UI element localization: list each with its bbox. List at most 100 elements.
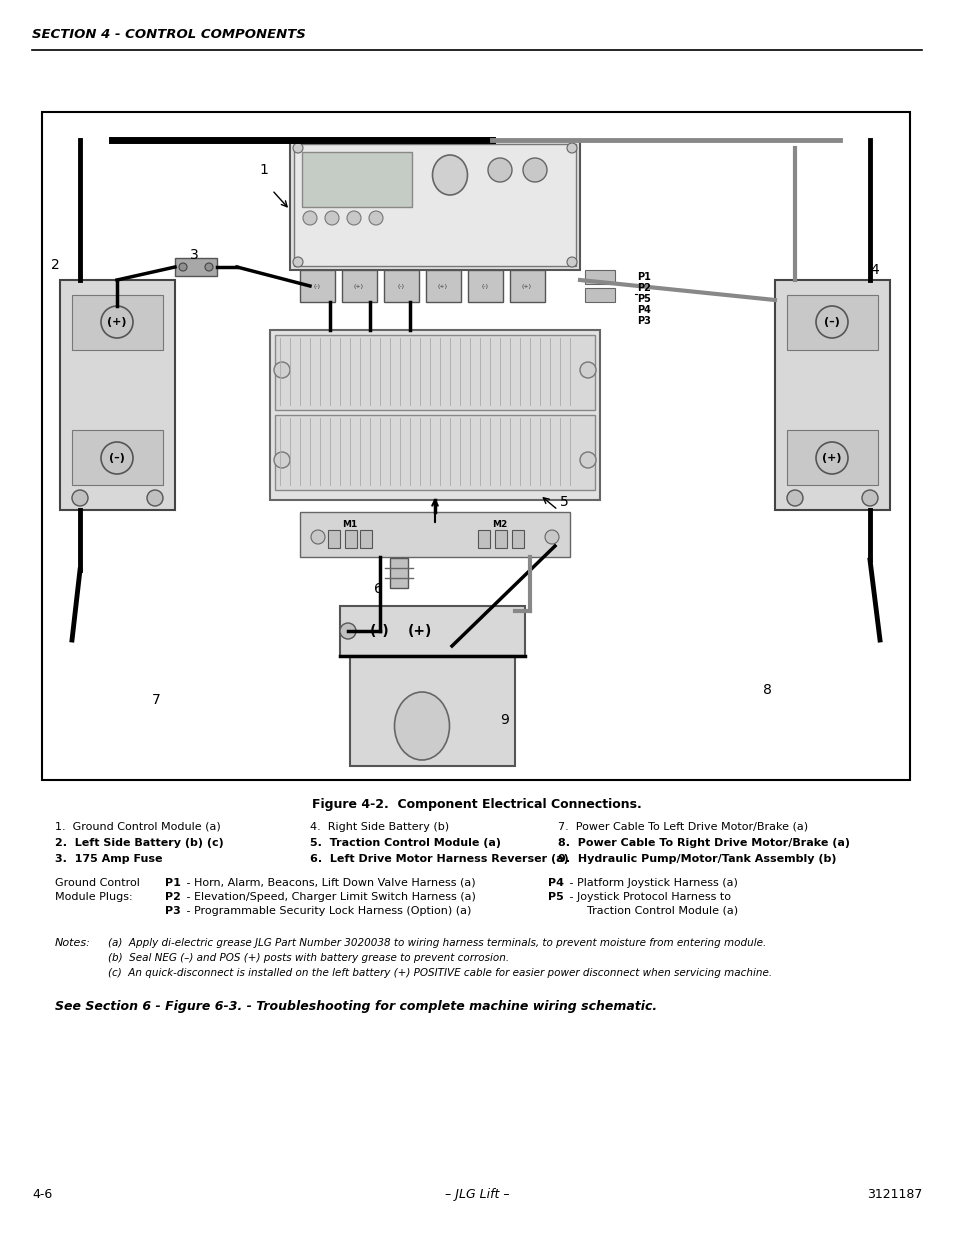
Text: (-): (-) — [314, 284, 320, 289]
Text: P3: P3 — [165, 906, 180, 916]
Text: Module Plugs:: Module Plugs: — [55, 892, 132, 902]
Circle shape — [101, 306, 132, 338]
Text: P5: P5 — [547, 892, 563, 902]
Text: Traction Control Module (a): Traction Control Module (a) — [565, 906, 738, 916]
Bar — [345, 530, 356, 548]
Bar — [774, 280, 889, 510]
Text: (+): (+) — [521, 284, 532, 289]
Text: (a)  Apply di-electric grease JLG Part Number 3020038 to wiring harness terminal: (a) Apply di-electric grease JLG Part Nu… — [108, 939, 765, 948]
Circle shape — [293, 257, 303, 267]
Circle shape — [815, 442, 847, 474]
Text: – JLG Lift –: – JLG Lift – — [444, 1188, 509, 1200]
Bar — [426, 270, 460, 303]
Bar — [584, 288, 615, 303]
Bar — [299, 513, 569, 557]
Circle shape — [488, 158, 512, 182]
Bar — [786, 430, 877, 485]
Text: P2: P2 — [637, 283, 650, 293]
Text: 8: 8 — [762, 683, 771, 697]
Bar — [270, 330, 599, 500]
Bar — [341, 270, 376, 303]
Text: 3.  175 Amp Fuse: 3. 175 Amp Fuse — [55, 853, 162, 864]
Bar — [328, 530, 339, 548]
Text: 7: 7 — [152, 693, 161, 706]
Text: See Section 6 - Figure 6-3. - Troubleshooting for complete machine wiring schema: See Section 6 - Figure 6-3. - Troublesho… — [55, 1000, 657, 1013]
Circle shape — [101, 442, 132, 474]
Bar — [339, 606, 524, 656]
Bar — [71, 295, 163, 350]
Text: 1.  Ground Control Module (a): 1. Ground Control Module (a) — [55, 823, 220, 832]
Text: 7.  Power Cable To Left Drive Motor/Brake (a): 7. Power Cable To Left Drive Motor/Brake… — [558, 823, 807, 832]
Bar — [60, 280, 174, 510]
Text: (–): (–) — [370, 624, 390, 638]
Bar — [786, 295, 877, 350]
Text: (–): (–) — [109, 453, 125, 463]
Bar — [174, 258, 216, 275]
Bar — [390, 558, 408, 588]
Text: Ground Control: Ground Control — [55, 878, 140, 888]
Circle shape — [786, 490, 802, 506]
Text: - Platform Joystick Harness (a): - Platform Joystick Harness (a) — [565, 878, 737, 888]
Text: 4-6: 4-6 — [32, 1188, 52, 1200]
Bar — [299, 270, 335, 303]
Bar — [42, 112, 909, 781]
Bar — [495, 530, 506, 548]
Text: 1: 1 — [259, 163, 268, 177]
Text: (+): (+) — [437, 284, 448, 289]
Circle shape — [179, 263, 187, 270]
Ellipse shape — [432, 156, 467, 195]
Circle shape — [205, 263, 213, 270]
Bar — [350, 656, 515, 766]
Text: P1: P1 — [637, 272, 650, 282]
Text: 8.  Power Cable To Right Drive Motor/Brake (a): 8. Power Cable To Right Drive Motor/Brak… — [558, 839, 849, 848]
Bar — [294, 144, 576, 266]
Circle shape — [579, 362, 596, 378]
Text: - Elevation/Speed, Charger Limit Switch Harness (a): - Elevation/Speed, Charger Limit Switch … — [183, 892, 476, 902]
Text: (+): (+) — [821, 453, 841, 463]
Text: (+): (+) — [407, 624, 432, 638]
Text: 4: 4 — [869, 263, 878, 277]
Text: M2: M2 — [492, 520, 507, 529]
Bar — [468, 270, 502, 303]
Circle shape — [862, 490, 877, 506]
Circle shape — [303, 211, 316, 225]
Circle shape — [369, 211, 382, 225]
Circle shape — [293, 143, 303, 153]
Bar — [477, 530, 490, 548]
Text: 3121187: 3121187 — [865, 1188, 921, 1200]
Text: P1: P1 — [165, 878, 181, 888]
Bar — [290, 140, 579, 270]
Text: P4: P4 — [547, 878, 563, 888]
Circle shape — [544, 530, 558, 543]
Circle shape — [347, 211, 360, 225]
Circle shape — [579, 452, 596, 468]
Text: - Programmable Security Lock Harness (Option) (a): - Programmable Security Lock Harness (Op… — [183, 906, 471, 916]
Text: P5: P5 — [637, 294, 650, 304]
Text: (-): (-) — [397, 284, 404, 289]
Text: Notes:: Notes: — [55, 939, 91, 948]
Text: P4: P4 — [637, 305, 650, 315]
Text: 6.  Left Drive Motor Harness Reverser (a): 6. Left Drive Motor Harness Reverser (a) — [310, 853, 568, 864]
Circle shape — [311, 530, 325, 543]
Text: - Joystick Protocol Harness to: - Joystick Protocol Harness to — [565, 892, 730, 902]
Circle shape — [71, 490, 88, 506]
Text: 5.  Traction Control Module (a): 5. Traction Control Module (a) — [310, 839, 500, 848]
Bar — [584, 270, 615, 284]
Circle shape — [325, 211, 338, 225]
Circle shape — [274, 452, 290, 468]
Text: 6: 6 — [374, 582, 382, 597]
Text: P2: P2 — [165, 892, 181, 902]
Circle shape — [566, 257, 577, 267]
Circle shape — [815, 306, 847, 338]
Bar — [71, 430, 163, 485]
Text: (–): (–) — [823, 317, 839, 327]
Text: M1: M1 — [342, 520, 357, 529]
Text: (b)  Seal NEG (–) and POS (+) posts with battery grease to prevent corrosion.: (b) Seal NEG (–) and POS (+) posts with … — [108, 953, 509, 963]
Bar — [359, 530, 372, 548]
Circle shape — [566, 143, 577, 153]
Circle shape — [274, 362, 290, 378]
Text: SECTION 4 - CONTROL COMPONENTS: SECTION 4 - CONTROL COMPONENTS — [32, 28, 305, 41]
Text: 9.  Hydraulic Pump/Motor/Tank Assembly (b): 9. Hydraulic Pump/Motor/Tank Assembly (b… — [558, 853, 836, 864]
Bar — [512, 530, 523, 548]
Text: 2: 2 — [51, 258, 60, 272]
